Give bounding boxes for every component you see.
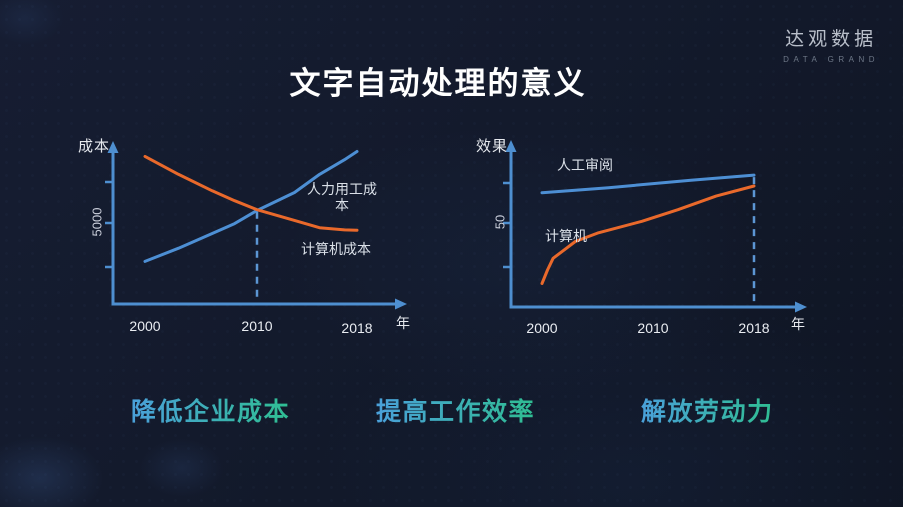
left-chart-y-tick-label: 5000 [89,207,105,237]
right-chart-series-label-manual-review: 人工审阅 [557,157,613,173]
right-chart-x-tick-2018: 2018 [738,320,770,336]
left-chart-x-tick-2010: 2010 [241,318,273,334]
right-chart-y-tick-label: 50 [492,214,508,230]
right-chart-series-label-computer: 计算机 [545,228,587,244]
left-chart [105,141,407,310]
left-chart-x-axis-label: 年 [396,315,410,331]
left-chart-x-tick-2018: 2018 [341,320,373,336]
logo: 达观数据 DATA GRAND [783,24,879,64]
right-chart-x-tick-2010: 2010 [637,320,669,336]
left-chart-series-label-labor-cost: 人力用工成本 [307,181,377,213]
left-chart-series-label-computer-cost: 计算机成本 [301,241,371,257]
page-title: 文字自动处理的意义 [289,66,587,101]
benefit-improve-work-efficiency: 提高工作效率 [376,392,535,428]
right-chart [503,140,807,313]
right-chart-x-tick-2000: 2000 [526,320,558,336]
right-chart-y-axis-label: 效果 [476,138,509,155]
benefit-liberate-labor: 解放劳动力 [641,392,774,428]
right-chart-x-axis-label: 年 [791,316,805,332]
right-chart-series-line-1 [540,184,756,285]
left-chart-y-axis-arrow [107,141,119,153]
right-chart-series-line-0 [540,173,756,195]
benefit-reduce-enterprise-cost: 降低企业成本 [131,392,290,428]
left-chart-series-line-1 [143,154,359,232]
logo-name: 达观数据 [785,29,878,50]
logo-subtitle: DATA GRAND [783,55,879,64]
left-chart-x-tick-2000: 2000 [129,318,161,334]
right-chart-y-axis-arrow [505,140,517,152]
left-chart-x-axis-arrow [395,298,407,310]
right-chart-x-axis-arrow [795,301,807,313]
left-chart-y-axis-label: 成本 [78,138,111,155]
